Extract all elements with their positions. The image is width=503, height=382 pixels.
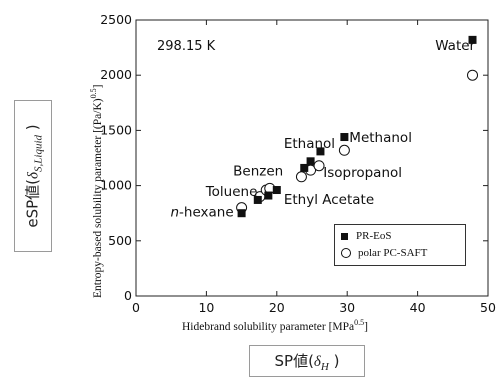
data-point-square <box>253 195 262 204</box>
x-tick-label: 30 <box>339 300 355 315</box>
point-label: Toluene <box>205 184 258 200</box>
data-point-square <box>264 191 273 200</box>
legend-item-pr-eos: PR-EoS <box>341 230 391 242</box>
x-tick-label: 40 <box>410 300 426 315</box>
sp-label-box: SP値(δH ) <box>249 345 365 377</box>
x-tick-label: 10 <box>198 300 214 315</box>
point-label: Isopropanol <box>323 165 402 181</box>
y-tick-label: 2000 <box>100 67 132 82</box>
axis-ticks <box>135 19 489 297</box>
data-point-square <box>300 163 309 172</box>
data-point-square <box>468 35 477 44</box>
point-labels: Water Ethanol Methanol Isopropanol Benzen Tol… <box>170 38 475 221</box>
filled-square-icon <box>341 232 348 240</box>
y-tick-label: 1500 <box>100 122 132 137</box>
x-tick-label: 0 <box>132 300 140 315</box>
point-label: Methanol <box>349 130 412 146</box>
y-tick-label: 2500 <box>100 12 132 27</box>
y-tick-label: 1000 <box>100 178 132 193</box>
data-point-circle <box>467 69 479 81</box>
data-point-circle <box>313 160 325 172</box>
y-axis-title: Entropy-based solubility parameter [(Pa/… <box>89 85 104 298</box>
point-label: Water <box>435 38 475 54</box>
point-label: Ethanol <box>284 136 335 152</box>
point-label: Ethyl Acetate <box>284 192 374 208</box>
x-axis-title: Hidebrand solubility parameter [MPa0.5] <box>182 318 368 333</box>
data-markers <box>236 35 479 218</box>
open-circle-icon <box>341 248 351 259</box>
x-tick-label: 50 <box>480 300 496 315</box>
data-point-square <box>316 147 325 156</box>
legend-item-pc-saft: polar PC-SAFT <box>341 247 427 259</box>
data-point-square <box>237 209 246 218</box>
data-point-circle <box>338 144 350 156</box>
x-tick-label: 20 <box>269 300 285 315</box>
point-label: n-hexane <box>170 205 233 221</box>
y-tick-label: 500 <box>108 233 132 248</box>
esp-label-box: eSP値(δS,Liquid ) <box>14 100 52 252</box>
temperature-annotation: 298.15 K <box>157 39 216 54</box>
data-point-square <box>340 133 349 142</box>
data-point-square <box>306 157 315 166</box>
legend-label-pc-saft: polar PC-SAFT <box>358 247 428 259</box>
plot-area <box>135 19 489 297</box>
legend: PR-EoS polar PC-SAFT <box>334 224 466 266</box>
data-point-square <box>272 186 281 195</box>
data-point-circle <box>295 171 307 183</box>
legend-label-pr-eos: PR-EoS <box>356 230 392 242</box>
point-label: Benzen <box>233 164 283 180</box>
y-tick-label: 0 <box>124 288 132 303</box>
plot-border <box>135 19 489 297</box>
